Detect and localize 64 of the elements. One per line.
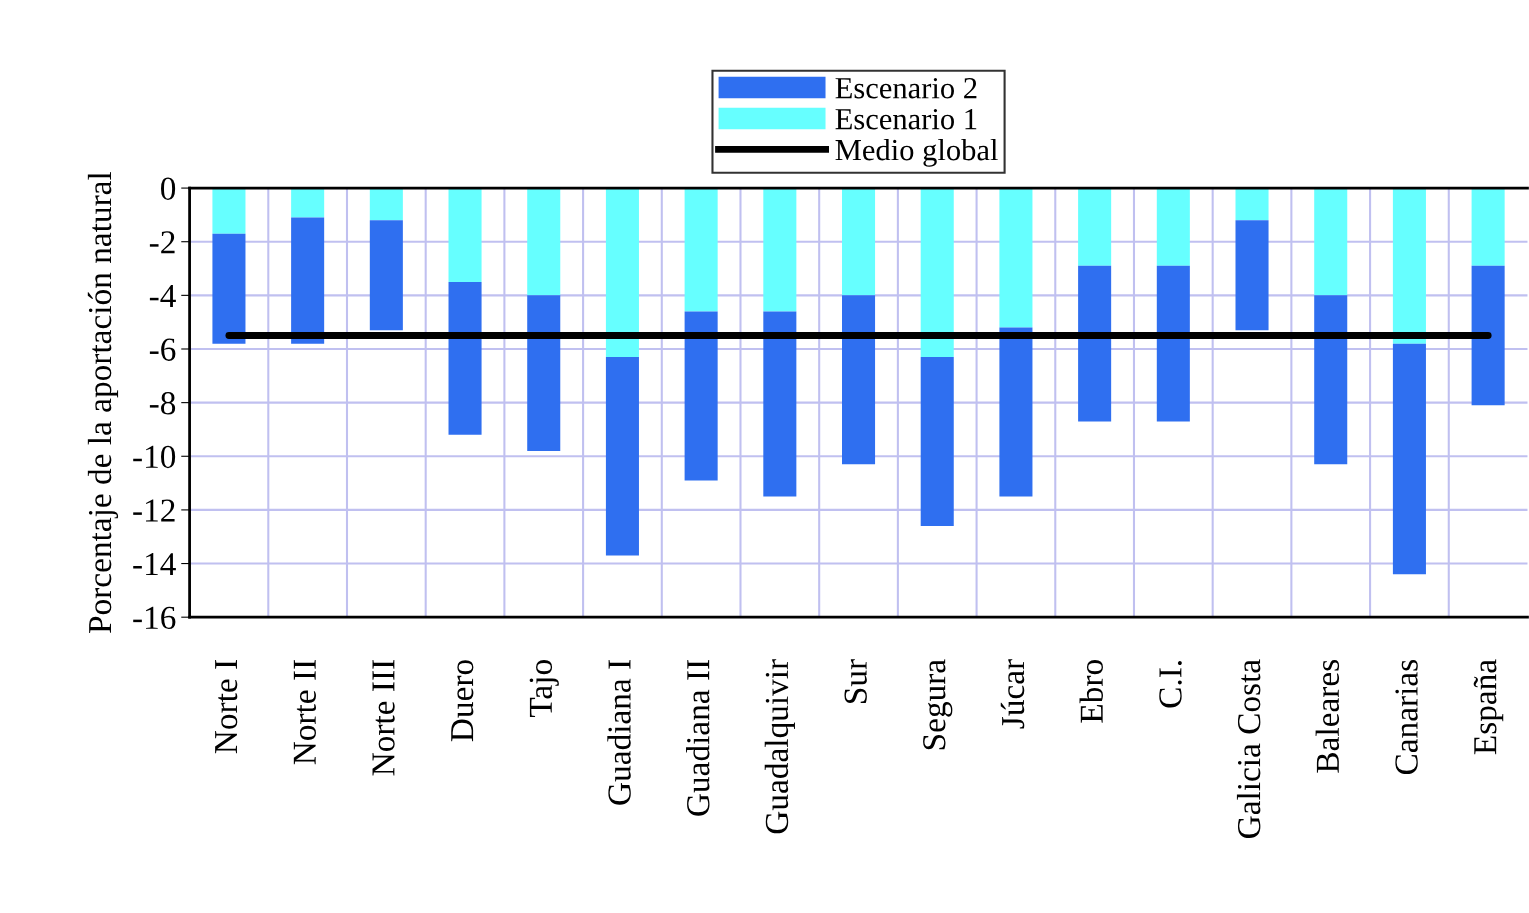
legend-label: Medio global <box>835 138 998 167</box>
bar <box>1314 188 1348 296</box>
y-tick-label: -2 <box>149 231 175 254</box>
x-tick-label: Norte I <box>215 660 238 754</box>
bar <box>1078 265 1112 422</box>
bar <box>920 188 954 358</box>
x-tick-label: Ebro <box>1079 660 1103 723</box>
bar <box>684 188 718 312</box>
x-tick-label: Guadiana II <box>686 660 710 816</box>
bar <box>605 357 639 556</box>
x-tick-label: Norte III <box>372 660 395 776</box>
y-tick-label: 0 <box>161 177 176 200</box>
bar <box>369 188 403 221</box>
bar <box>1156 265 1190 422</box>
bar <box>212 188 246 234</box>
y-tick-label: -8 <box>149 392 176 415</box>
y-tick-label: -4 <box>149 284 176 307</box>
bar <box>1235 220 1269 331</box>
x-tick-label: Baleares <box>1315 660 1340 773</box>
bar <box>999 188 1033 328</box>
bar <box>920 357 954 526</box>
bar <box>527 295 561 451</box>
y-tick-label: -12 <box>133 499 175 522</box>
bar <box>763 188 797 312</box>
bar <box>291 217 325 344</box>
x-tick-label: Duero <box>451 660 474 742</box>
bar <box>1471 265 1505 406</box>
bar <box>369 220 403 331</box>
bar <box>1392 343 1426 575</box>
bar <box>1235 188 1269 221</box>
y-tick-label: -14 <box>133 553 176 576</box>
bar <box>684 311 718 481</box>
y-tick-label: -6 <box>149 338 176 361</box>
legend-label: Escenario 2 <box>835 77 977 99</box>
bar <box>1156 188 1190 266</box>
bar <box>842 295 876 465</box>
bar <box>1392 188 1426 344</box>
x-tick-label: Norte II <box>293 660 316 765</box>
bar <box>291 188 325 218</box>
bar <box>605 188 639 358</box>
y-tick-label: -16 <box>133 606 176 630</box>
x-tick-label: Guadalquivir <box>764 659 795 834</box>
x-tick-label: Guadiana I <box>607 660 631 805</box>
x-tick-label: Segura <box>923 659 953 750</box>
x-tick-label: Sur <box>844 659 867 703</box>
bar <box>1078 188 1112 266</box>
bar <box>212 233 246 344</box>
bar <box>448 281 482 435</box>
y-axis-title: Porcentaje de la aportación natural <box>87 171 119 634</box>
x-tick-label: C.I. <box>1159 661 1182 708</box>
bar <box>999 327 1033 497</box>
x-tick-label: Júcar <box>1000 659 1025 729</box>
bar <box>527 188 561 296</box>
legend-label: Escenario 1 <box>835 108 977 130</box>
bar <box>1471 188 1505 266</box>
x-tick-label: España <box>1473 659 1504 755</box>
bar <box>763 311 797 497</box>
bar <box>1314 295 1348 465</box>
x-tick-label: Canarias <box>1395 660 1418 775</box>
x-tick-label: Tajo <box>529 660 559 717</box>
bar <box>448 188 482 282</box>
x-tick-label: Galicia Costa <box>1236 659 1261 838</box>
y-tick-label: -10 <box>133 445 176 469</box>
bar <box>842 188 876 296</box>
